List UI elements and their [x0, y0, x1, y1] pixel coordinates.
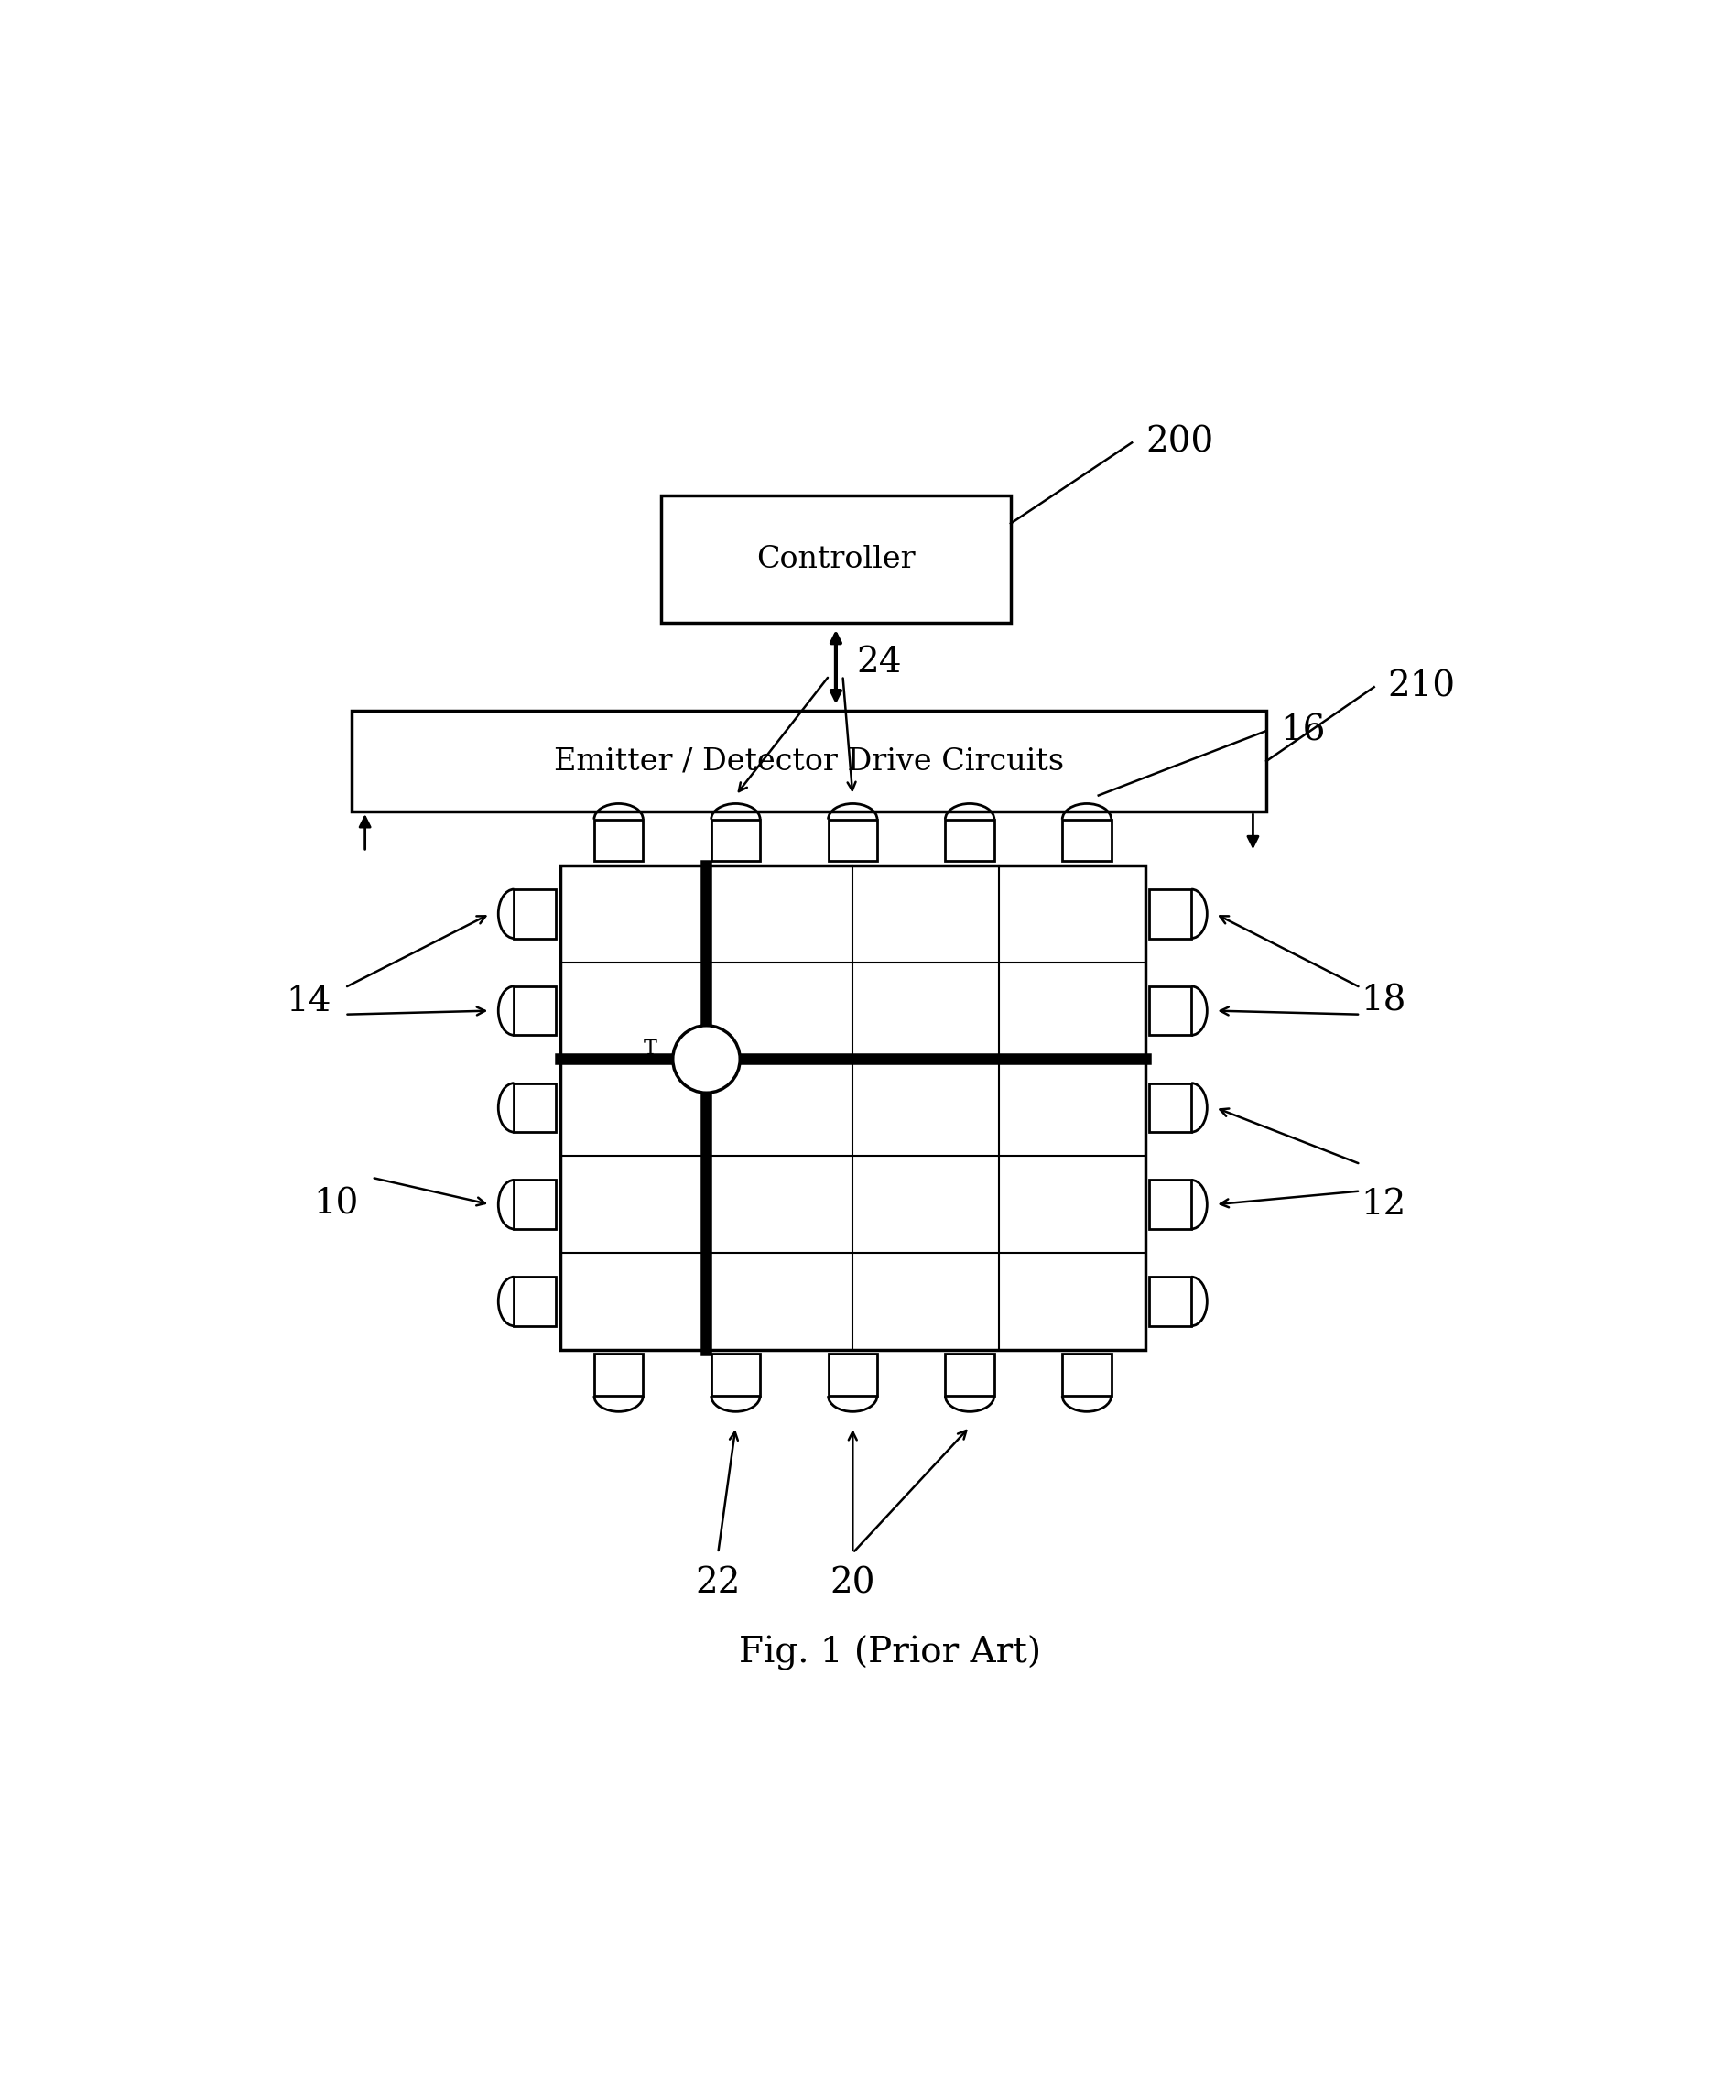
Bar: [1149, 1277, 1191, 1325]
Text: 14: 14: [286, 985, 332, 1019]
Bar: [351, 710, 1266, 811]
Text: Fig. 1 (Prior Art): Fig. 1 (Prior Art): [738, 1636, 1042, 1670]
Text: 10: 10: [312, 1186, 358, 1222]
Bar: [514, 1084, 556, 1132]
Bar: [1149, 1180, 1191, 1228]
Text: 20: 20: [830, 1567, 875, 1600]
Bar: [1149, 987, 1191, 1035]
Bar: [1062, 819, 1111, 861]
Bar: [514, 1277, 556, 1325]
Text: 200: 200: [1146, 426, 1213, 460]
Bar: [661, 496, 1010, 624]
Text: 16: 16: [1279, 714, 1325, 748]
Text: 12: 12: [1361, 1186, 1406, 1222]
Bar: [712, 819, 760, 861]
Bar: [594, 819, 642, 861]
Bar: [1149, 888, 1191, 939]
Text: Controller: Controller: [757, 544, 915, 573]
Bar: [1062, 1355, 1111, 1397]
Bar: [828, 819, 877, 861]
Bar: [561, 865, 1146, 1350]
Bar: [828, 1355, 877, 1397]
Text: T: T: [642, 1040, 656, 1058]
Text: 22: 22: [696, 1567, 741, 1600]
Bar: [946, 1355, 995, 1397]
Text: Emitter / Detector Drive Circuits: Emitter / Detector Drive Circuits: [554, 746, 1064, 775]
Bar: [514, 888, 556, 939]
Bar: [712, 1355, 760, 1397]
Text: 18: 18: [1361, 985, 1406, 1019]
Bar: [514, 1180, 556, 1228]
Text: 24: 24: [856, 645, 901, 678]
Bar: [946, 819, 995, 861]
Bar: [1149, 1084, 1191, 1132]
Text: 210: 210: [1387, 670, 1455, 704]
Bar: [514, 987, 556, 1035]
Bar: [594, 1355, 642, 1397]
Circle shape: [674, 1025, 740, 1092]
